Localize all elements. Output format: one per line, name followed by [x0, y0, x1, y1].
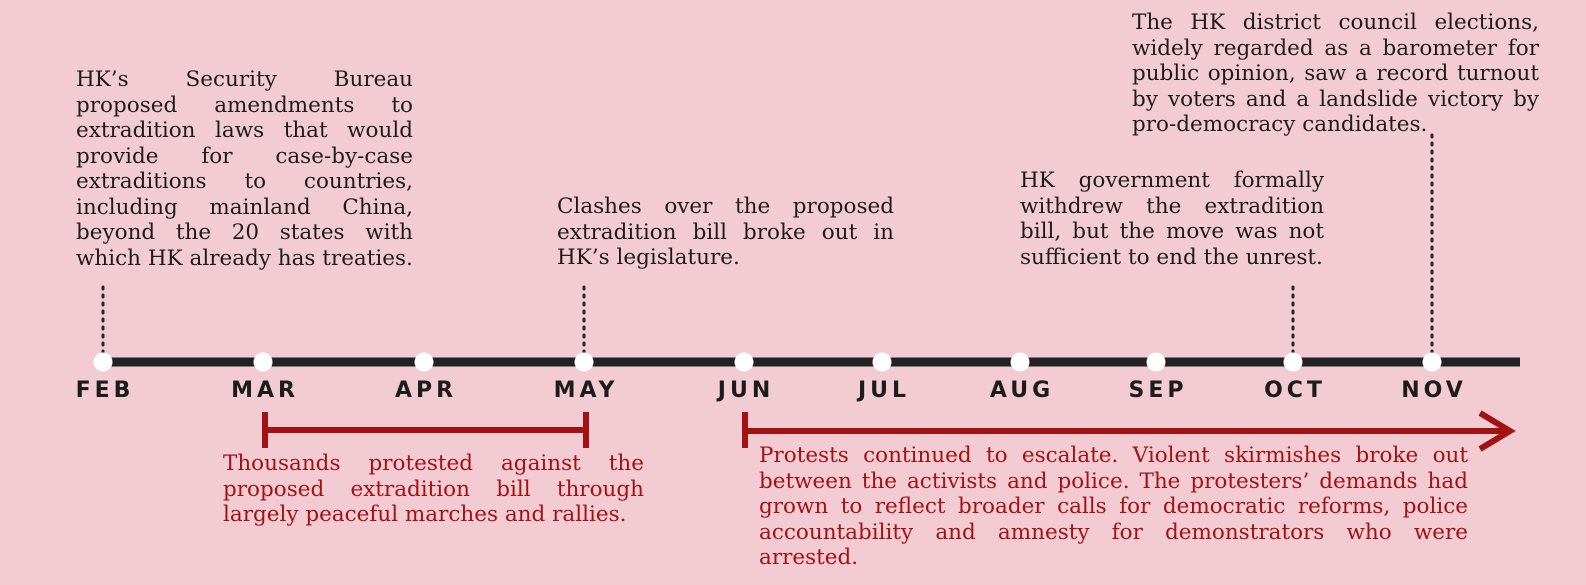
marker-feb: [93, 352, 113, 372]
month-label-mar: MAR: [231, 378, 299, 403]
month-label-nov: NOV: [1401, 378, 1467, 403]
event-note-nov: The HK district council elections, widel…: [1132, 10, 1539, 137]
period-bracket-mar-may: [262, 412, 589, 448]
marker-jun: [734, 352, 754, 372]
marker-oct: [1283, 352, 1303, 372]
month-label-oct: OCT: [1264, 378, 1326, 403]
marker-mar: [253, 352, 273, 372]
event-note-feb: HK’s Security Bureau proposed amendments…: [76, 67, 413, 271]
month-label-jul: JUL: [857, 378, 911, 403]
marker-jul: [872, 352, 892, 372]
marker-apr: [414, 352, 434, 372]
marker-may: [574, 352, 594, 372]
period-arrow-jun-onward: [742, 410, 1516, 452]
month-label-may: MAY: [553, 378, 619, 403]
event-note-may: Clashes over the proposed extradition bi…: [557, 194, 894, 270]
month-label-jun: JUN: [717, 378, 775, 403]
month-label-apr: APR: [394, 378, 458, 403]
period-note-mar-may: Thousands protested against the proposed…: [223, 451, 644, 527]
month-label-sep: SEP: [1128, 378, 1188, 403]
event-note-oct: HK government formally withdrew the extr…: [1020, 168, 1324, 270]
month-label-aug: AUG: [989, 378, 1055, 403]
marker-aug: [1010, 352, 1030, 372]
period-note-jun-onward: Protests continued to escalate. Violent …: [759, 443, 1468, 570]
marker-nov: [1422, 352, 1442, 372]
month-label-feb: FEB: [75, 378, 135, 403]
marker-sep: [1146, 352, 1166, 372]
